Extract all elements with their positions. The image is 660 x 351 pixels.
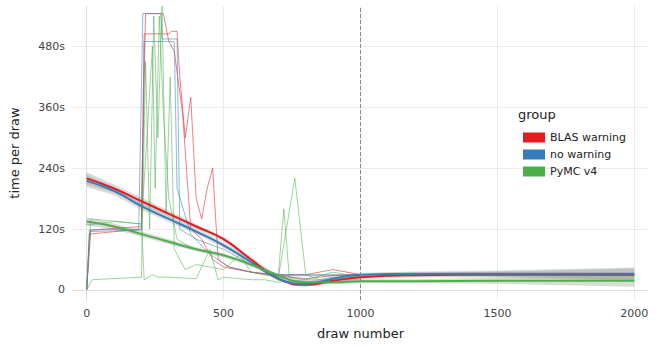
svg-text:500: 500	[213, 307, 234, 320]
svg-text:1000: 1000	[347, 307, 375, 320]
svg-text:no warning: no warning	[550, 148, 611, 161]
svg-text:360s: 360s	[38, 101, 65, 114]
svg-text:0: 0	[58, 283, 65, 296]
svg-text:group: group	[518, 107, 556, 122]
svg-text:draw number: draw number	[317, 326, 405, 341]
svg-text:BLAS warning: BLAS warning	[550, 131, 626, 144]
svg-text:PyMC v4: PyMC v4	[550, 165, 597, 178]
svg-text:time per draw: time per draw	[7, 107, 22, 199]
svg-text:240s: 240s	[38, 162, 65, 175]
svg-text:1500: 1500	[483, 307, 511, 320]
svg-text:120s: 120s	[38, 223, 65, 236]
svg-text:480s: 480s	[38, 40, 65, 53]
svg-text:2000: 2000	[620, 307, 648, 320]
svg-text:0: 0	[83, 307, 90, 320]
